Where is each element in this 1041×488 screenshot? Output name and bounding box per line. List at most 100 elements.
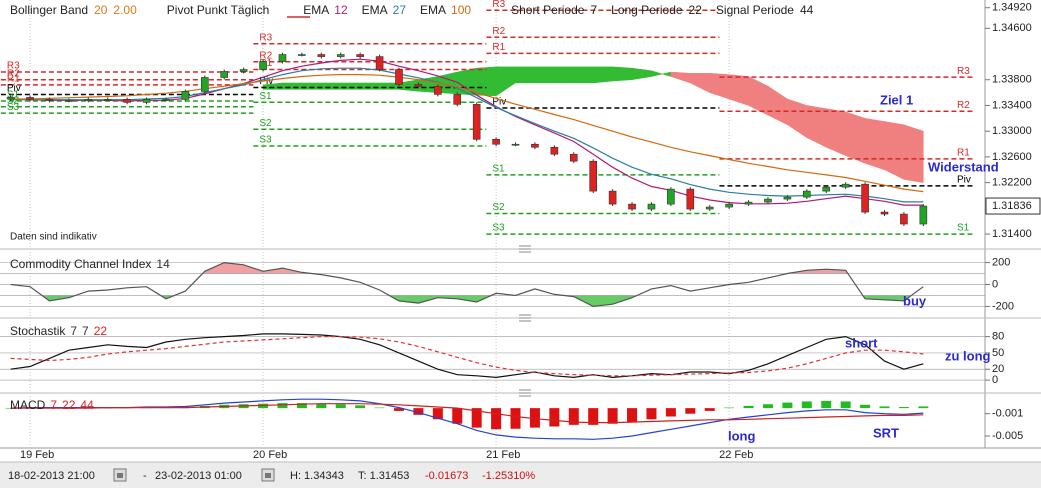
period-low: T: 1.31453 xyxy=(358,470,409,482)
y-tick-label: 80 xyxy=(992,331,1004,343)
candle-body xyxy=(453,94,462,105)
legend-param: 22 xyxy=(689,3,703,17)
cloud-segment xyxy=(476,66,497,97)
indicator-line xyxy=(10,67,924,203)
legend-param: 44 xyxy=(800,3,814,17)
candle-body xyxy=(123,99,131,103)
annotation: buy xyxy=(903,293,927,308)
candle-body xyxy=(181,91,190,100)
legend: Bollinger Band 20 2.00 Pivot Punkt Täglich E… xyxy=(10,3,814,17)
panel-title: Stochastik 7 7 22 xyxy=(10,324,107,338)
annotation: Ziel 1 xyxy=(880,92,913,107)
candle-body xyxy=(142,99,151,103)
macd-bar xyxy=(316,403,327,409)
cloud-segment xyxy=(301,82,322,90)
y-tick-label: 1.31400 xyxy=(992,228,1032,240)
macd-bar xyxy=(413,408,424,415)
legend-macd: Long Periode xyxy=(611,3,683,17)
macd-bar xyxy=(743,405,754,409)
cloud-segment xyxy=(554,66,575,84)
range-start: 18-02-2013 21:00 xyxy=(8,470,95,482)
panel-param: 7 xyxy=(70,324,77,338)
y-tick-label: -0.001 xyxy=(992,408,1023,420)
annotation: zu long xyxy=(945,348,991,363)
cloud-segment xyxy=(359,82,380,90)
legend-ema: EMA xyxy=(420,3,446,17)
annotation: Widerstand xyxy=(928,159,999,174)
macd-bar xyxy=(510,408,521,429)
panel-param: 44 xyxy=(80,398,94,412)
y-tick-label: 1.33800 xyxy=(992,74,1032,86)
candle-body xyxy=(919,205,928,225)
pivot-label: Piv xyxy=(957,174,971,185)
macd-bar xyxy=(549,408,560,427)
cloud-segment xyxy=(573,66,594,84)
panel-param: 7 xyxy=(82,324,89,338)
candle-body xyxy=(103,99,112,101)
y-tick-label: 1.33400 xyxy=(992,99,1032,111)
cloud-segment xyxy=(534,66,555,84)
pivot-label: R1 xyxy=(957,147,970,158)
pivot-label: S3 xyxy=(492,223,505,234)
pivot-label: S1 xyxy=(492,164,505,175)
panel-grip[interactable] xyxy=(519,389,531,397)
macd-bar xyxy=(277,403,288,409)
candle-body xyxy=(900,213,908,225)
candle-body xyxy=(298,54,306,56)
candle-body xyxy=(764,198,772,203)
candle-body xyxy=(880,211,889,215)
macd-bar xyxy=(627,408,638,423)
macd-bar xyxy=(762,404,773,409)
level-fill xyxy=(10,262,924,274)
panel-title: Commodity Channel Index 14 xyxy=(10,257,170,271)
cloud-segment xyxy=(282,82,303,90)
legend-macd: Signal Periode xyxy=(716,3,794,17)
candle-body xyxy=(725,203,733,208)
y-tick-label: 0 xyxy=(992,374,998,386)
legend-pivot: Pivot Punkt Täglich xyxy=(167,3,270,17)
candle-body xyxy=(472,104,481,140)
range-end: 23-02-2013 01:00 xyxy=(155,470,242,482)
candle-body xyxy=(375,56,384,70)
macd-bar xyxy=(782,402,793,409)
candle-body xyxy=(395,69,403,85)
cloud-segment xyxy=(515,66,536,84)
calendar-icon[interactable] xyxy=(113,468,127,482)
level-fill xyxy=(10,295,924,307)
pivot-label: R2 xyxy=(492,26,505,37)
cloud-segment xyxy=(864,118,885,171)
candle-body xyxy=(569,153,578,162)
calendar-icon[interactable] xyxy=(261,468,275,482)
candle-body xyxy=(647,203,656,210)
candle-body xyxy=(45,99,54,101)
candle-body xyxy=(705,206,714,210)
candle-body xyxy=(239,69,248,72)
legend-ema: EMA xyxy=(303,3,329,17)
pivot-label: S1 xyxy=(957,223,970,234)
legend-param: 12 xyxy=(334,3,348,17)
annotation: long xyxy=(728,428,755,443)
y-tick-label: 1.34920 xyxy=(992,2,1032,14)
candle-body xyxy=(26,97,34,100)
y-tick-label: 1.33000 xyxy=(992,125,1032,137)
pivot-label: Piv xyxy=(492,97,506,108)
candle-body xyxy=(336,54,345,57)
panel-param: 14 xyxy=(156,257,170,271)
panel-grip[interactable] xyxy=(519,245,531,253)
panel-grip[interactable] xyxy=(519,314,531,322)
candle-body xyxy=(686,188,695,210)
y-tick-label: -0.005 xyxy=(992,430,1023,442)
macd-bar xyxy=(665,408,676,417)
candle-body xyxy=(259,61,267,70)
last-price-box xyxy=(985,197,1041,215)
candle-body xyxy=(278,54,287,62)
candle-body xyxy=(162,99,170,101)
x-tick-label: 19 Feb xyxy=(20,449,54,461)
candle-body xyxy=(434,86,442,95)
macd-bar xyxy=(394,408,404,411)
legend-param: 2.00 xyxy=(113,3,137,17)
macd-bar xyxy=(646,408,657,420)
macd-bar xyxy=(471,408,482,428)
panel-param: 22 xyxy=(94,324,108,338)
